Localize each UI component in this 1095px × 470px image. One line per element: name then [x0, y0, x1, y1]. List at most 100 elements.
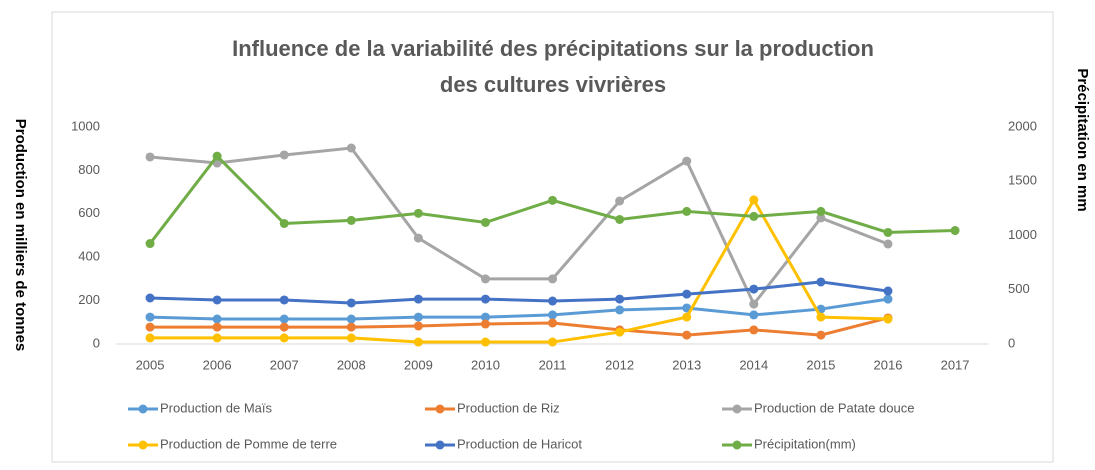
point — [548, 195, 558, 205]
x-tick-label: 2016 — [874, 357, 903, 372]
y2-axis-title: Précipitation en mm — [1074, 68, 1091, 211]
point — [816, 206, 826, 216]
point — [749, 299, 759, 309]
y2-tick-label: 2000 — [1008, 118, 1037, 133]
x-tick-label: 2007 — [270, 357, 299, 372]
point — [480, 337, 490, 347]
x-tick-label: 2010 — [471, 357, 500, 372]
point — [480, 274, 490, 284]
y-tick-label: 0 — [93, 335, 100, 350]
legend-label: Production de Patate douce — [754, 400, 914, 415]
y-tick-label: 400 — [78, 249, 100, 264]
x-tick-label: 2011 — [539, 357, 567, 372]
point — [145, 152, 155, 162]
point — [816, 330, 826, 340]
point — [413, 337, 423, 347]
point — [950, 226, 960, 236]
point — [346, 143, 356, 153]
y2-tick-label: 0 — [1008, 335, 1015, 350]
point — [480, 217, 490, 227]
point — [346, 322, 356, 332]
y-tick-label: 200 — [78, 292, 100, 307]
point — [749, 325, 759, 335]
point — [615, 196, 625, 206]
point — [615, 214, 625, 224]
legend-label: Production de Riz — [457, 400, 560, 415]
x-tick-label: 2014 — [739, 357, 768, 372]
y-tick-label: 600 — [78, 205, 100, 220]
legend-marker — [435, 404, 445, 414]
point — [883, 294, 893, 304]
point — [883, 227, 893, 237]
point — [816, 312, 826, 322]
y2-tick-label: 500 — [1008, 281, 1030, 296]
legend-label: Production de Pomme de terre — [160, 436, 337, 451]
legend-label: Précipitation(mm) — [754, 436, 856, 451]
series-line — [150, 196, 889, 344]
chart-title: des cultures vivrières — [440, 72, 666, 97]
series-line — [149, 280, 889, 305]
legend-marker — [732, 440, 742, 450]
x-tick-label: 2013 — [672, 357, 701, 372]
point — [615, 294, 625, 304]
point — [548, 310, 558, 320]
x-tick-label: 2009 — [404, 357, 433, 372]
legend-marker — [138, 404, 148, 414]
point — [279, 218, 289, 228]
y2-tick-label: 1000 — [1008, 227, 1037, 242]
point — [749, 211, 759, 221]
point — [883, 239, 893, 249]
point — [413, 208, 423, 218]
y-tick-label: 800 — [78, 162, 100, 177]
legend-label: Production de Maïs — [160, 400, 273, 415]
x-tick-label: 2012 — [605, 357, 634, 372]
series-line — [149, 297, 889, 321]
point — [145, 333, 155, 343]
legend-label: Production de Haricot — [457, 436, 582, 451]
point — [682, 312, 692, 322]
point — [212, 333, 222, 343]
point — [413, 294, 423, 304]
point — [480, 294, 490, 304]
point — [212, 314, 222, 324]
point — [346, 314, 356, 324]
point — [279, 295, 289, 305]
x-tick-label: 2008 — [337, 357, 366, 372]
point — [682, 206, 692, 216]
point — [548, 318, 558, 328]
point — [749, 310, 759, 320]
point — [212, 295, 222, 305]
point — [145, 239, 155, 249]
point — [279, 333, 289, 343]
point — [145, 322, 155, 332]
point — [548, 274, 558, 284]
point — [279, 322, 289, 332]
point — [548, 296, 558, 306]
point — [816, 277, 826, 287]
y2-tick-label: 1500 — [1008, 173, 1037, 188]
series-line — [150, 316, 889, 337]
point — [279, 314, 289, 324]
point — [145, 312, 155, 322]
chart-frame — [51, 11, 1054, 463]
point — [279, 150, 289, 160]
point — [145, 293, 155, 303]
point — [749, 284, 759, 294]
point — [615, 327, 625, 337]
point — [413, 321, 423, 331]
point — [615, 305, 625, 315]
legend-marker — [435, 440, 445, 450]
series-line — [149, 146, 889, 307]
point — [883, 314, 893, 324]
point — [883, 286, 893, 296]
y-axis-title: Production en milliers de tonnes — [12, 119, 29, 352]
legend-marker — [732, 404, 742, 414]
point — [413, 312, 423, 322]
point — [682, 330, 692, 340]
point — [346, 298, 356, 308]
point — [480, 319, 490, 329]
x-tick-label: 2006 — [203, 357, 232, 372]
point — [682, 289, 692, 299]
point — [480, 312, 490, 322]
